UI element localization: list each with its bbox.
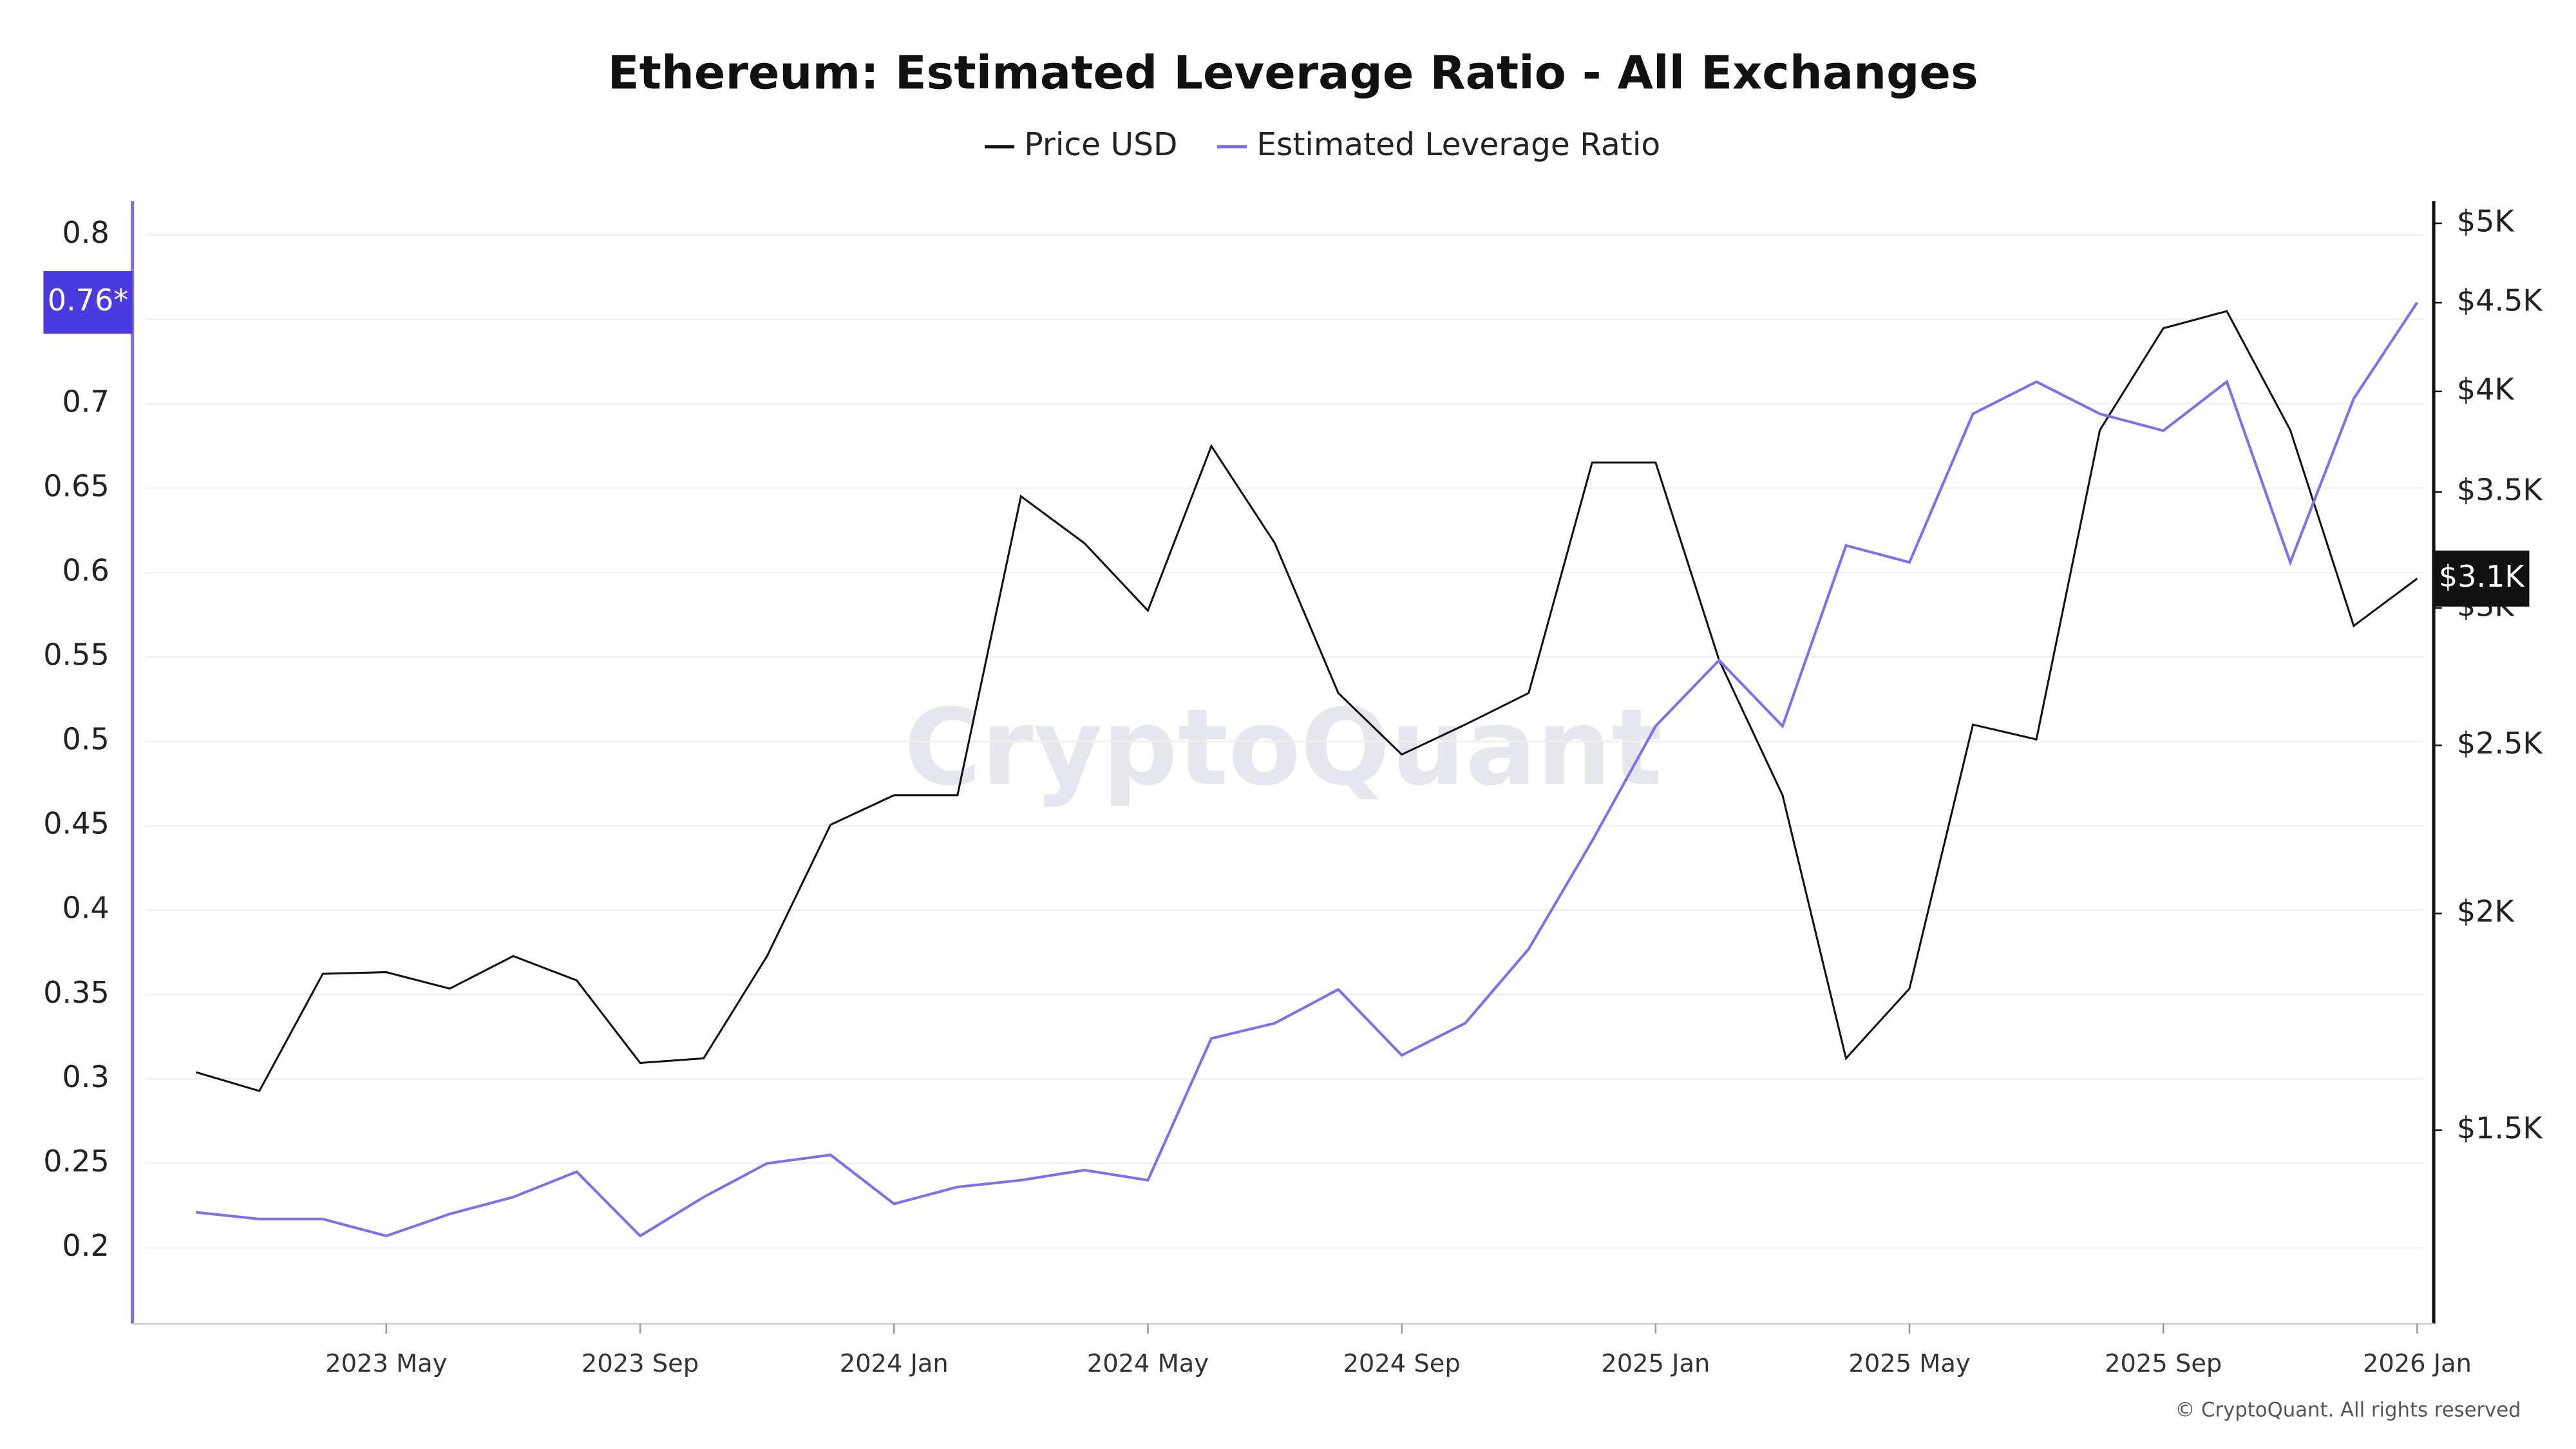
x-tick-label: 2025 Sep (2105, 1349, 2222, 1378)
footer: © CryptoQuant. All rights reserved (2175, 1399, 2521, 1422)
y-tick-label: 0.3 (62, 1059, 109, 1094)
legend-label: Price USD (1024, 127, 1177, 163)
y-tick-label: 0.6 (62, 553, 109, 587)
y2-tick-label: $4K (2457, 372, 2515, 406)
y2-tick-label: $2K (2457, 894, 2515, 929)
watermark: CryptoQuant (904, 686, 1662, 809)
y-tick-label: 0.25 (43, 1144, 109, 1179)
x-tick-label: 2025 Jan (1601, 1349, 1710, 1378)
x-tick-label: 2024 Sep (1343, 1349, 1461, 1378)
x-tick-label: 2025 May (1848, 1349, 1970, 1378)
x-tick-label: 2024 Jan (840, 1349, 949, 1378)
y-tick-label: 0.7 (62, 384, 109, 419)
y-tick-label: 0.35 (43, 975, 109, 1010)
current-value-badge (43, 270, 133, 334)
y-tick-label: 0.8 (62, 215, 109, 250)
y2-tick-label: $1.5K (2457, 1110, 2544, 1145)
current-value-badge (2434, 550, 2530, 607)
legend-label: Estimated Leverage Ratio (1256, 127, 1660, 163)
y2-tick-label: $4.5K (2457, 283, 2544, 318)
y-tick-label: 0.4 (62, 891, 109, 925)
y-tick-label: 0.65 (43, 468, 109, 503)
x-tick-label: 2026 Jan (2363, 1349, 2472, 1378)
series-line (195, 310, 2418, 1092)
current-value-label: $3.1K (2439, 559, 2526, 594)
series-line (195, 301, 2419, 1238)
y2-tick-label: $5K (2457, 204, 2515, 238)
y2-tick-label: $2.5K (2457, 726, 2544, 761)
chart-title: Ethereum: Estimated Leverage Ratio - All… (608, 45, 1978, 99)
y-tick-label: 0.45 (43, 806, 109, 841)
x-tick-label: 2024 May (1087, 1349, 1209, 1378)
x-tick-label: 2023 May (325, 1349, 447, 1378)
y2-tick-label: $3.5K (2457, 472, 2544, 507)
y-tick-label: 0.5 (62, 722, 109, 757)
y-tick-label: 0.2 (62, 1228, 109, 1263)
current-value-label: 0.76* (48, 283, 129, 317)
x-tick-label: 2023 Sep (582, 1349, 699, 1378)
y-tick-label: 0.55 (43, 638, 109, 672)
